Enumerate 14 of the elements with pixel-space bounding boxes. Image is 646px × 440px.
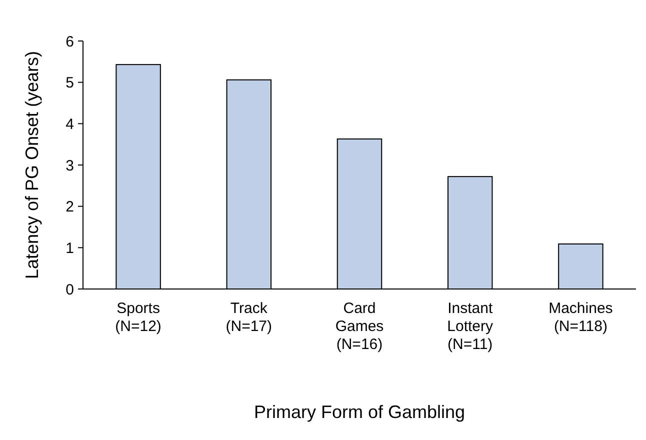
- x-tick-label: Machines (N=118): [548, 300, 613, 335]
- x-tick-label: Instant Lottery (N=11): [447, 300, 494, 353]
- x-tick-label: Card Games (N=16): [335, 300, 384, 353]
- y-tick-label: 6: [66, 33, 74, 50]
- y-axis-title: Latency of PG Onset (years): [22, 50, 42, 280]
- x-tick-label: Sports (N=12): [115, 300, 162, 335]
- y-tick-label: 0: [66, 281, 74, 298]
- y-tick-label: 4: [66, 116, 74, 133]
- y-tick-label: 3: [66, 157, 74, 174]
- x-axis-title: Primary Form of Gambling: [254, 402, 466, 422]
- y-tick-label: 5: [66, 74, 74, 92]
- x-tick-label: Track (N=17): [226, 300, 272, 335]
- y-tick-label: 2: [66, 198, 74, 216]
- y-tick-label: 1: [66, 240, 74, 257]
